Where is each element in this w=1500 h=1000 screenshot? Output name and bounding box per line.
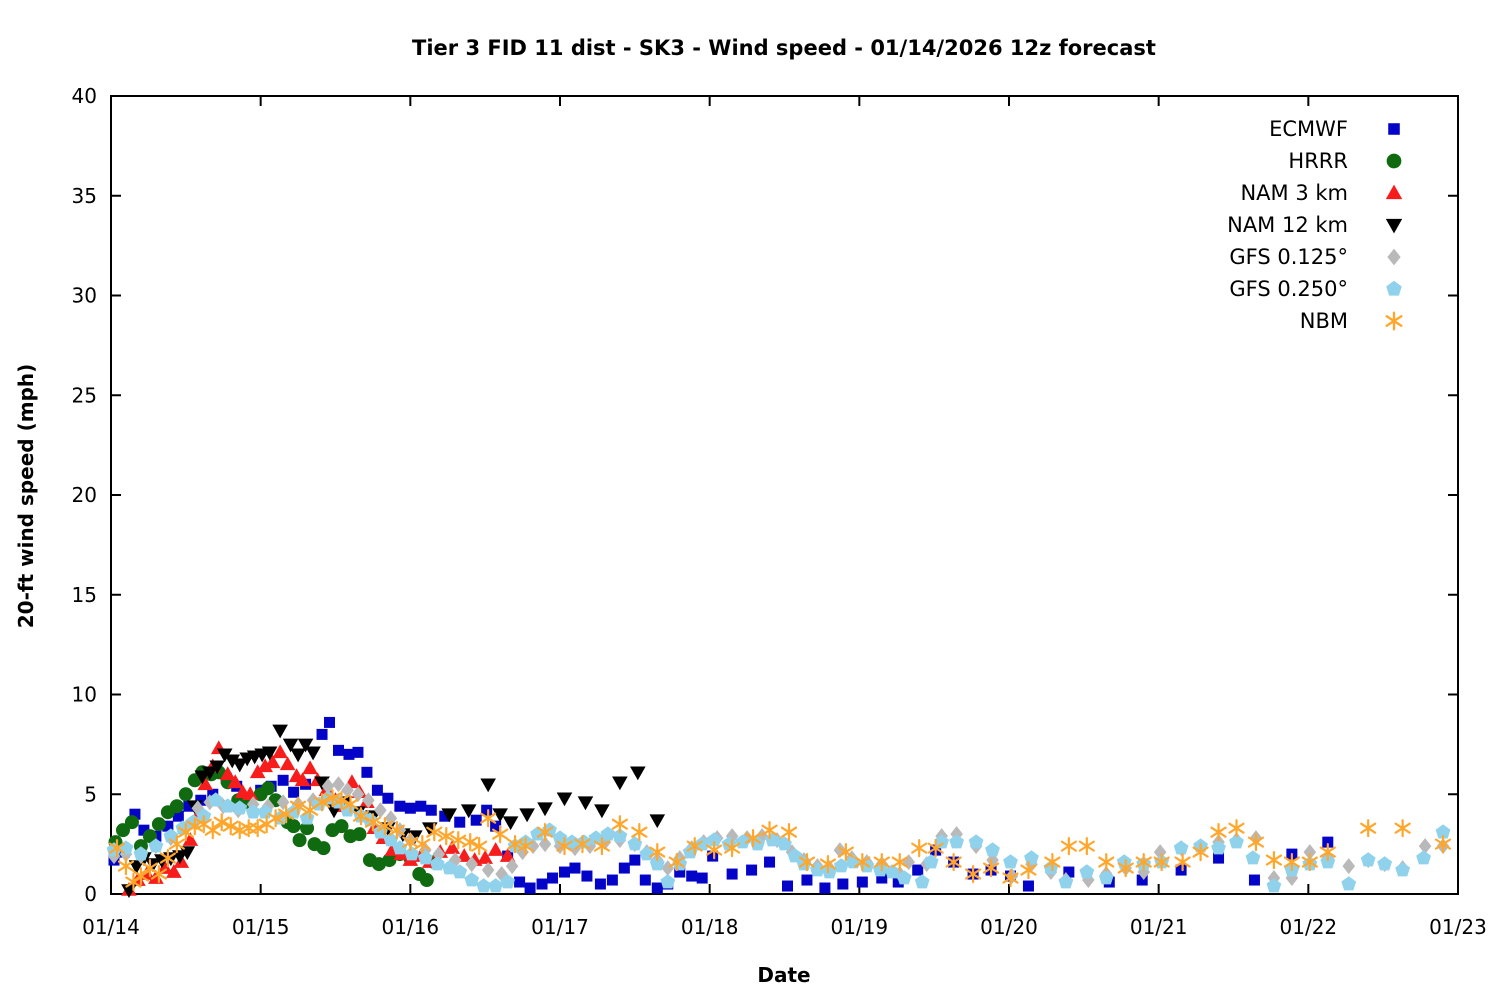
y-axis-label: 20-ft wind speed (mph) [14, 364, 38, 629]
x-tick-label: 01/17 [531, 915, 589, 939]
legend-label-nam3km: NAM 3 km [1240, 181, 1348, 205]
legend-label-nbm: NBM [1300, 309, 1348, 333]
legend-label-nam12km: NAM 12 km [1227, 213, 1348, 237]
x-tick-label: 01/19 [831, 915, 889, 939]
y-tick-label: 5 [84, 782, 97, 806]
y-tick-label: 35 [72, 184, 97, 208]
legend: ECMWF HRRR NAM 3 km NAM 12 km GFS 0.125° GFS … [1227, 117, 1403, 333]
y-tick-label: 25 [72, 383, 97, 407]
x-tick-label: 01/15 [232, 915, 290, 939]
legend-label-hrrr: HRRR [1288, 149, 1348, 173]
x-axis-label: Date [757, 963, 810, 987]
x-tick-label: 01/21 [1130, 915, 1188, 939]
x-tick-label: 01/14 [82, 915, 140, 939]
legend-label-gfs0250: GFS 0.250° [1229, 277, 1348, 301]
chart-title: Tier 3 FID 11 dist - SK3 - Wind speed - … [412, 36, 1156, 60]
x-tick-label: 01/18 [681, 915, 739, 939]
legend-label-gfs0125: GFS 0.125° [1229, 245, 1348, 269]
x-tick-label: 01/23 [1429, 915, 1487, 939]
y-tick-label: 20 [72, 483, 97, 507]
series-nbm [108, 789, 1452, 892]
y-tick-label: 0 [84, 882, 97, 906]
y-tick-label: 10 [72, 683, 97, 707]
y-tick-label: 30 [72, 284, 97, 308]
plot-layer: 01/14 01/15 01/16 01/17 01/18 01/19 01/20 01/21… [72, 84, 1487, 939]
y-tick-label: 40 [72, 84, 97, 108]
x-tick-label: 01/22 [1280, 915, 1338, 939]
y-tick-label: 15 [72, 583, 97, 607]
legend-label-ecmwf: ECMWF [1269, 117, 1348, 141]
x-tick-label: 01/16 [382, 915, 440, 939]
x-tick-label: 01/20 [980, 915, 1038, 939]
